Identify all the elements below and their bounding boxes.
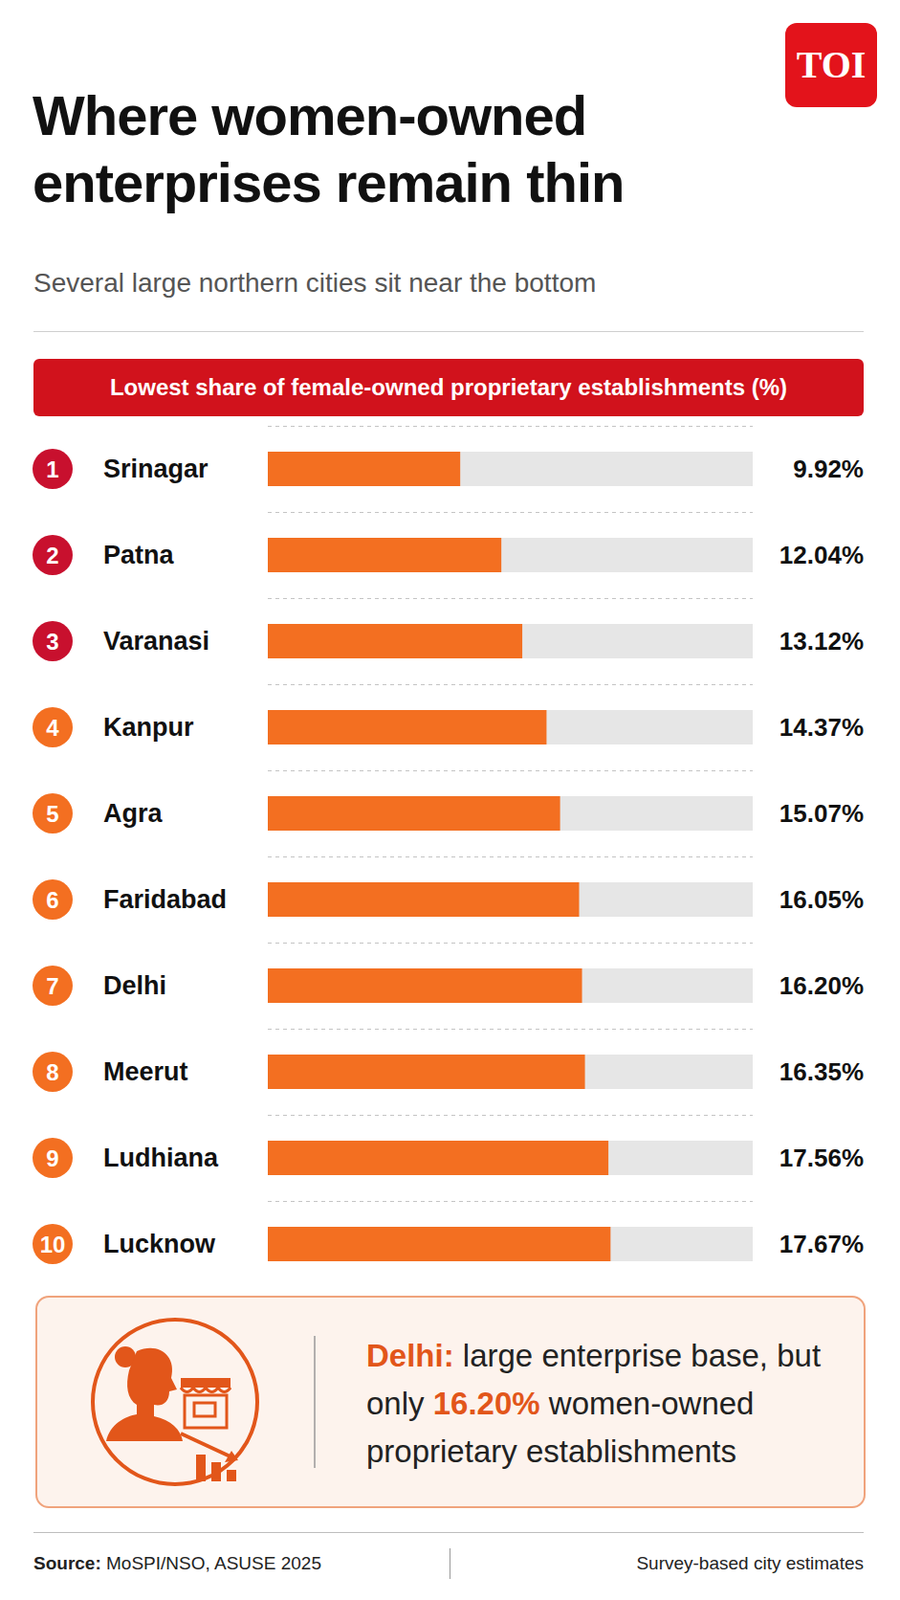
svg-text:9.92%: 9.92%	[792, 454, 864, 483]
svg-text:Patna: Patna	[103, 540, 176, 570]
svg-text:14.37%: 14.37%	[779, 712, 864, 742]
svg-text:10: 10	[40, 1230, 66, 1257]
svg-text:16.20%: 16.20%	[779, 970, 864, 1000]
svg-text:9: 9	[45, 1144, 59, 1171]
svg-text:Srinagar: Srinagar	[103, 454, 209, 483]
svg-text:15.07%: 15.07%	[779, 798, 864, 828]
svg-text:2: 2	[45, 542, 59, 569]
svg-text:Ludhiana: Ludhiana	[103, 1142, 220, 1172]
html-text:Lowest share of female-owned p: Lowest share of female-owned proprietary…	[109, 373, 788, 400]
svg-text:Delhi: Delhi	[103, 970, 167, 1000]
svg-text:5: 5	[45, 800, 59, 827]
svg-text:7: 7	[45, 972, 59, 999]
svg-text:Kanpur: Kanpur	[103, 712, 195, 742]
svg-text:Varanasi: Varanasi	[103, 626, 210, 656]
svg-text:16.05%: 16.05%	[779, 884, 864, 914]
svg-text:6: 6	[45, 886, 59, 913]
svg-text:8: 8	[45, 1058, 59, 1085]
svg-text:Lucknow: Lucknow	[103, 1229, 217, 1258]
svg-text:Faridabad: Faridabad	[103, 884, 227, 914]
html-text:Where women-owned enterprises: Where women-owned enterprises remain thi…	[32, 84, 624, 214]
svg-text:17.67%: 17.67%	[779, 1229, 864, 1258]
svg-text:Meerut: Meerut	[103, 1056, 189, 1086]
html-text:Several large northern cities: Several large northern cities sit near t…	[33, 267, 597, 298]
html-text:Survey-based city estimates: Survey-based city estimates	[636, 1552, 864, 1573]
html-text:Source: MoSPI/NSO, ASUSE 2025: Source: MoSPI/NSO, ASUSE 2025	[33, 1552, 322, 1573]
html-text:TOI: TOI	[796, 43, 866, 87]
svg-text:17.56%: 17.56%	[779, 1142, 864, 1172]
html-text:Delhi: large enterprise base,: Delhi: large enterprise base, but only 1…	[366, 1337, 821, 1469]
svg-text:1: 1	[45, 456, 59, 483]
svg-text:13.12%: 13.12%	[779, 626, 864, 656]
svg-text:Agra: Agra	[103, 798, 163, 828]
svg-text:12.04%: 12.04%	[779, 540, 864, 570]
svg-text:16.35%: 16.35%	[779, 1056, 864, 1086]
svg-text:3: 3	[45, 628, 59, 655]
svg-text:4: 4	[45, 714, 60, 741]
